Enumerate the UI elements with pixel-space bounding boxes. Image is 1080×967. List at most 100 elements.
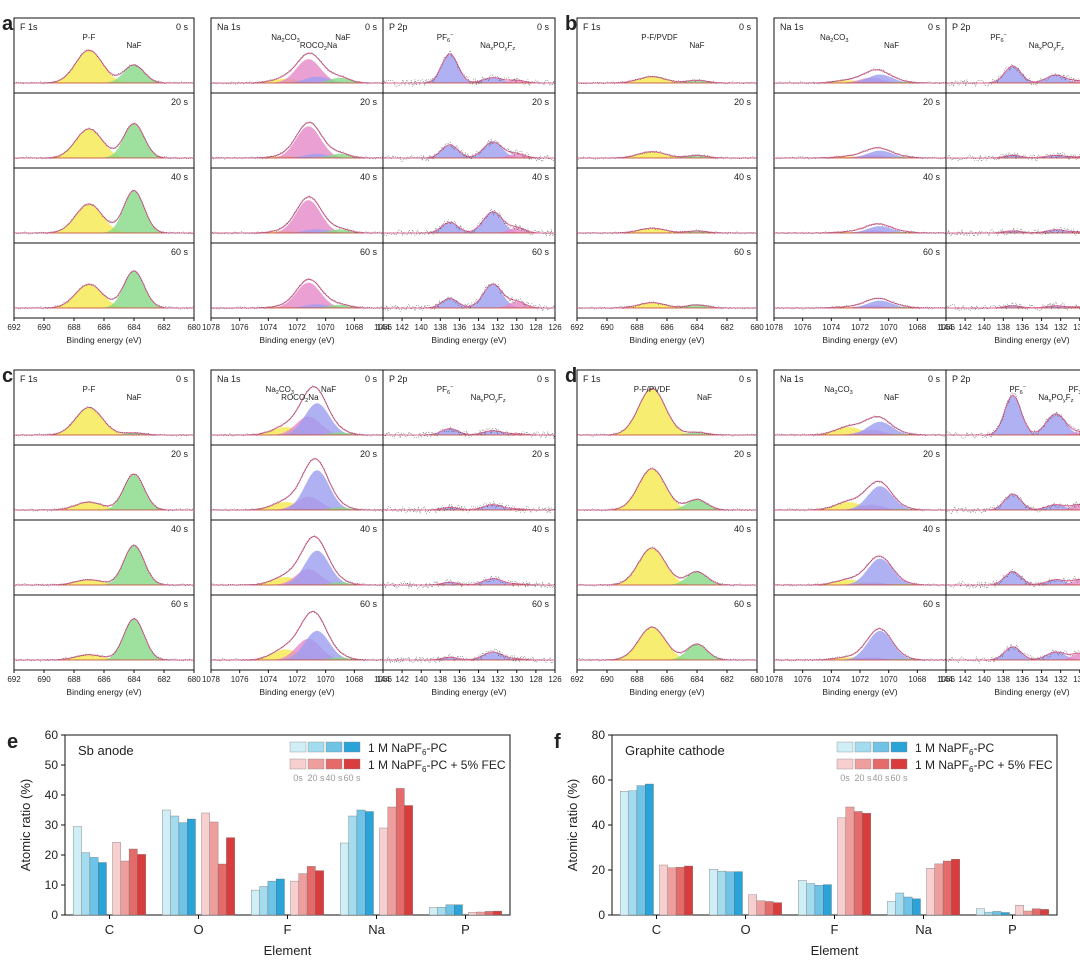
time-label: 20 s	[360, 449, 378, 459]
xps-strip: 0 s Na 1s Na2CO3 NaF	[773, 17, 947, 94]
legend-swatch	[307, 758, 325, 770]
x-tick-label: 1070	[880, 323, 898, 332]
bar	[226, 837, 235, 916]
x-tick-label: 680	[187, 323, 201, 332]
y-tick-label: 10	[45, 878, 59, 892]
x-axis-title: Binding energy (eV)	[994, 335, 1069, 345]
time-label: 40 s	[923, 172, 941, 182]
raw-data	[576, 625, 758, 662]
time-label: 0 s	[176, 22, 189, 32]
raw-data	[382, 208, 556, 237]
component-peak	[211, 638, 383, 660]
bar	[89, 857, 99, 916]
bar	[1040, 909, 1049, 916]
component-peak	[211, 126, 383, 158]
category-label: O	[193, 922, 203, 937]
bar	[429, 907, 438, 916]
x-tick-label: 142	[958, 675, 972, 684]
time-label: 0 s	[739, 22, 752, 32]
x-tick-label: 688	[67, 323, 81, 332]
xps-strip: 60 s	[210, 594, 384, 671]
peak-annotation: PF6−	[990, 32, 1007, 44]
raw-data	[382, 139, 556, 162]
legend-time-label: 20 s	[307, 773, 325, 783]
panel-letter-c: c	[2, 365, 13, 387]
component-peak	[211, 153, 383, 158]
component-peak	[14, 579, 194, 585]
raw-data	[210, 458, 384, 512]
x-tick-label: 144	[376, 323, 390, 332]
time-label: 60 s	[923, 599, 941, 609]
bar	[895, 892, 905, 916]
component-peak	[14, 128, 194, 158]
bar	[178, 822, 188, 916]
category-label: C	[105, 922, 114, 937]
component-peak	[383, 153, 555, 158]
x-tick-label: 686	[660, 675, 674, 684]
bar	[98, 862, 107, 916]
bar	[636, 785, 646, 916]
component-peak	[211, 282, 383, 308]
bar	[675, 867, 685, 916]
component-peak	[211, 304, 383, 308]
bar	[81, 852, 91, 916]
x-tick-label: 1072	[288, 675, 306, 684]
time-label: 20 s	[734, 97, 752, 107]
raw-data	[945, 392, 1080, 439]
x-tick-label: 688	[630, 323, 644, 332]
raw-data	[773, 297, 947, 310]
xps-strip: 20 s	[13, 92, 195, 169]
xps-strip: 40 s	[382, 167, 556, 244]
x-tick-label: 684	[690, 323, 704, 332]
legend-swatch	[890, 741, 908, 753]
time-label: 0 s	[537, 374, 550, 384]
bar	[437, 907, 447, 916]
raw-data	[13, 122, 195, 160]
x-axis-title: Binding energy (eV)	[431, 687, 506, 697]
bar	[348, 815, 358, 916]
category-label: Na	[915, 922, 932, 937]
peak-annotation: PF6−	[437, 384, 454, 396]
x-tick-label: 144	[376, 675, 390, 684]
component-peak	[211, 470, 383, 510]
y-axis-title: Atomic ratio (%)	[18, 779, 33, 871]
xps-strip: 0 s F 1s P-F NaF	[13, 369, 195, 446]
fit-envelope	[946, 65, 1080, 84]
core-level-label: P 2p	[952, 374, 970, 384]
component-peak	[14, 123, 194, 158]
bar	[934, 863, 944, 916]
component-peak	[211, 59, 383, 83]
x-tick-label: 138	[997, 675, 1011, 684]
x-tick-label: 130	[1073, 323, 1080, 332]
xps-strip: 60 s	[382, 594, 556, 671]
component-peak	[774, 226, 946, 233]
bar	[445, 904, 455, 916]
raw-data	[576, 75, 758, 85]
bar	[645, 783, 654, 916]
raw-data	[13, 617, 195, 662]
time-label: 0 s	[928, 22, 941, 32]
legend-label: 1 M NaPF6-PC + 5% FEC	[368, 758, 506, 774]
time-label: 60 s	[360, 247, 378, 257]
component-peak	[383, 53, 555, 83]
time-label: 60 s	[360, 599, 378, 609]
bar	[162, 809, 171, 916]
bar	[315, 870, 324, 916]
x-tick-label: 690	[600, 323, 614, 332]
x-tick-label: 680	[750, 675, 764, 684]
x-tick-label: 132	[491, 323, 505, 332]
y-tick-label: 40	[592, 818, 606, 832]
peak-annotation: NaF	[884, 41, 899, 50]
x-axis-title: Binding energy (eV)	[259, 335, 334, 345]
category-label: P	[1008, 922, 1017, 937]
strip-frame	[382, 519, 556, 596]
time-label: 20 s	[360, 97, 378, 107]
xps-strip: 60 s	[13, 594, 195, 671]
component-peak	[946, 504, 1080, 510]
x-tick-label: 136	[1016, 323, 1030, 332]
raw-data	[13, 270, 195, 310]
strip-frame	[382, 594, 556, 671]
time-label: 0 s	[928, 374, 941, 384]
